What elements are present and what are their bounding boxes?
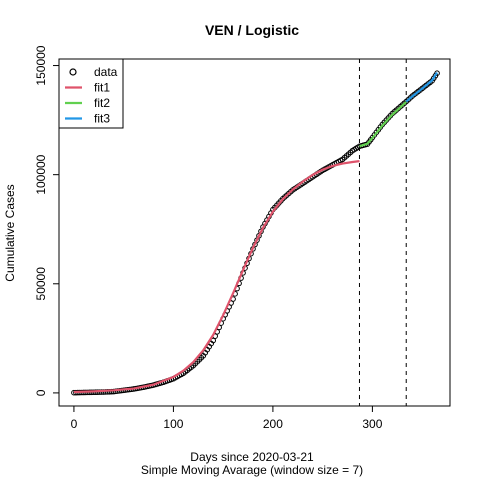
x-axis-sublabel: Simple Moving Avarage (window size = 7) [141, 463, 363, 477]
x-axis-label: Days since 2020-03-21 [190, 450, 314, 464]
legend-label-fit3: fit3 [94, 112, 110, 126]
y-tick-label: 150000 [34, 45, 48, 85]
y-axis-label: Cumulative Cases [3, 184, 17, 281]
data-point [434, 70, 440, 76]
y-axis: 0 50000 100000 150000 [34, 45, 60, 396]
y-tick-label: 0 [34, 389, 48, 396]
legend-box [58, 58, 124, 129]
series-fit2 [359, 101, 407, 148]
x-tick-label: 0 [71, 417, 78, 431]
legend-label-fit2: fit2 [94, 96, 110, 110]
legend-symbol-data [69, 68, 77, 76]
y-tick-label: 50000 [34, 267, 48, 301]
x-tick-label: 200 [263, 417, 283, 431]
x-axis: 0 100 200 300 [71, 405, 383, 431]
data-point [210, 337, 217, 344]
chart-title: VEN / Logistic [205, 22, 299, 38]
x-tick-label: 300 [362, 417, 382, 431]
plot-area [58, 58, 451, 407]
data-points [71, 70, 440, 396]
y-tick-label: 100000 [34, 154, 48, 194]
legend-label-fit1: fit1 [94, 81, 110, 95]
legend-label-data: data [94, 65, 118, 79]
x-tick-label: 100 [163, 417, 183, 431]
series-fit1 [73, 160, 360, 394]
series-fit3 [405, 71, 438, 103]
